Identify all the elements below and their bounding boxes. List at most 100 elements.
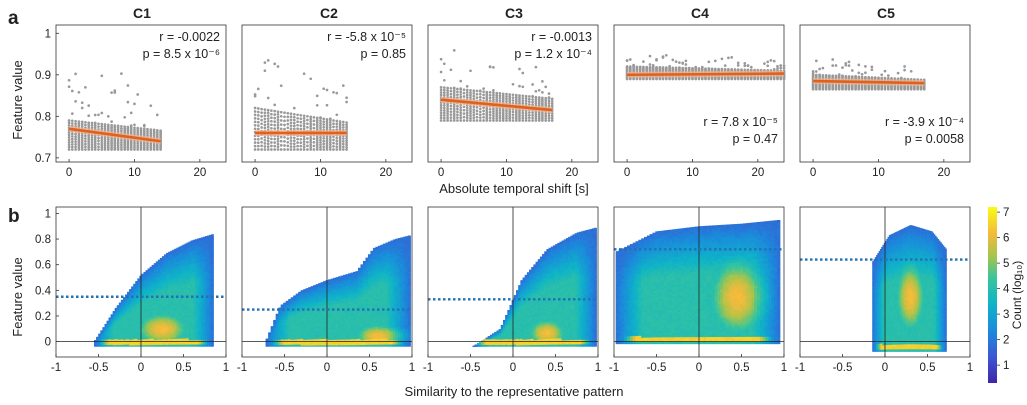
scatter-point xyxy=(276,148,280,151)
scatter-point xyxy=(283,144,286,147)
scatter-point xyxy=(302,137,306,141)
scatter-point xyxy=(674,60,678,63)
scatter-point xyxy=(110,127,113,131)
scatter-point xyxy=(100,145,104,149)
scatter-point xyxy=(142,124,146,128)
scatter-point xyxy=(439,108,443,112)
scatter-point xyxy=(492,98,495,102)
scatter-point xyxy=(123,125,127,129)
scatter-point xyxy=(446,88,449,92)
scatter-point xyxy=(818,67,821,71)
scatter-point xyxy=(478,89,482,93)
scatter-point xyxy=(113,124,117,127)
scatter-point xyxy=(299,117,303,121)
scatter-point xyxy=(547,96,551,99)
scatter-point xyxy=(469,69,472,73)
scatter-point xyxy=(312,148,316,151)
density-panel-c1: -1 -0.5 0 0.5 100.20.40.60.81 xyxy=(35,206,229,374)
scatter-point xyxy=(335,136,339,140)
scatter-point xyxy=(315,125,319,129)
scatter-point xyxy=(345,123,348,127)
scatter-point xyxy=(100,148,104,151)
scatter-point xyxy=(100,111,104,115)
scatter-point xyxy=(524,111,528,115)
scatter-point xyxy=(74,135,77,139)
scatter-point xyxy=(472,92,476,95)
scatter-point xyxy=(77,142,81,145)
scatter-point xyxy=(505,97,508,101)
scatter-point xyxy=(289,115,293,119)
scatter-point xyxy=(459,93,463,96)
scatter-point xyxy=(534,117,538,120)
scatter-point xyxy=(880,73,884,77)
scatter-point xyxy=(276,126,280,130)
scatter-point xyxy=(544,99,548,102)
scatter-point xyxy=(684,59,688,63)
scatter-point xyxy=(80,148,84,151)
scatter-point xyxy=(341,126,345,129)
scatter-point xyxy=(505,114,508,118)
scatter-point xyxy=(87,114,91,118)
scatter-point xyxy=(664,66,668,69)
scatter-point xyxy=(116,140,120,144)
scatter-point xyxy=(534,112,538,116)
scatter-point xyxy=(283,148,286,151)
scatter-point xyxy=(514,100,518,103)
scatter-point xyxy=(106,144,110,147)
scatter-point xyxy=(332,141,335,145)
scatter-point xyxy=(345,139,348,142)
fit-line xyxy=(68,127,161,143)
scatter-point xyxy=(521,96,525,100)
scatter-point xyxy=(256,114,260,117)
scatter-point xyxy=(93,138,97,141)
scatter-point xyxy=(116,142,120,145)
scatter-point xyxy=(514,114,518,118)
scatter-point xyxy=(289,139,293,142)
scatter-point xyxy=(681,61,685,65)
scatter-point xyxy=(870,68,874,72)
scatter-point xyxy=(495,117,499,120)
scatter-point xyxy=(322,142,326,146)
scatter-point xyxy=(90,148,94,151)
scatter-point xyxy=(100,122,104,126)
scatter-point xyxy=(456,113,459,117)
scatter-point xyxy=(253,141,257,144)
scatter-point xyxy=(505,111,508,115)
scatter-point xyxy=(485,119,489,122)
scatter-point xyxy=(266,114,270,118)
scatter-point xyxy=(286,122,290,126)
scatter-point xyxy=(286,115,290,119)
scatter-point xyxy=(511,110,515,114)
scatter-point xyxy=(439,57,443,61)
scatter-point xyxy=(534,65,538,69)
scatter-point xyxy=(893,77,897,80)
scatter-point xyxy=(456,104,459,108)
scatter-point xyxy=(527,113,531,117)
scatter-point xyxy=(306,140,309,144)
scatter-point xyxy=(707,67,711,70)
scatter-point xyxy=(315,141,319,145)
scatter-point xyxy=(880,76,884,80)
scatter-point xyxy=(498,119,502,122)
scatter-point xyxy=(319,141,322,144)
scatter-point xyxy=(518,111,521,115)
scatter-point xyxy=(462,105,466,109)
scatter-point xyxy=(345,96,348,100)
colorbar-label: Count (log₁₀) xyxy=(1010,261,1024,329)
scatter-point xyxy=(256,144,260,148)
scatter-point xyxy=(260,111,263,115)
scatter-point xyxy=(495,91,499,95)
scatter-point xyxy=(253,110,257,113)
scatter-point xyxy=(273,144,277,148)
scatter-point xyxy=(299,120,303,124)
scatter-point xyxy=(253,137,257,141)
scatter-point xyxy=(338,124,342,127)
scatter-point xyxy=(625,65,629,68)
scatter-point xyxy=(459,87,463,90)
scatter-point xyxy=(501,109,505,113)
scatter-point xyxy=(831,58,835,61)
scatter-point xyxy=(270,112,273,116)
scatter-point xyxy=(279,123,283,126)
scatter-point xyxy=(155,130,159,134)
scatter-point xyxy=(299,144,303,148)
